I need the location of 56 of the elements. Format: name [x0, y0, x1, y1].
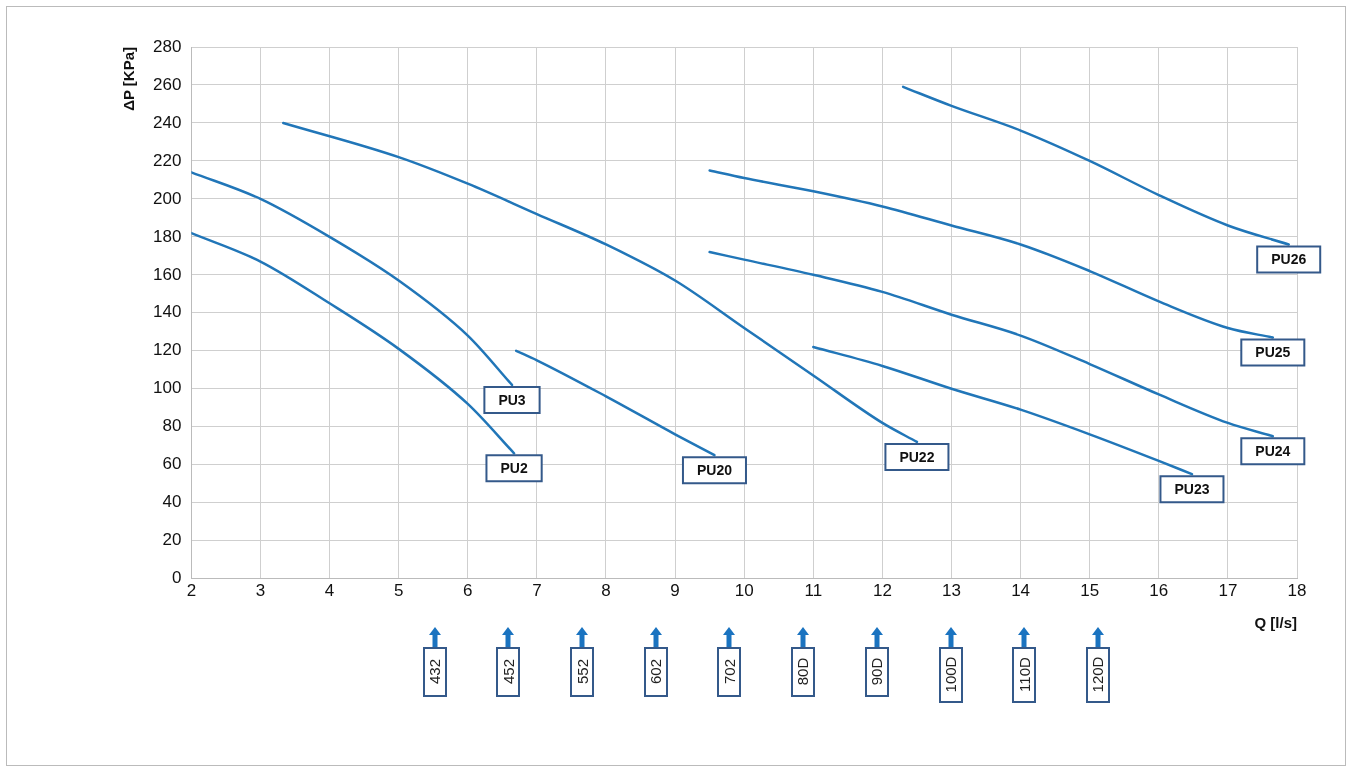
x-tick-label: 9	[670, 581, 680, 601]
series-label: PU20	[696, 462, 733, 479]
series-label: PU22	[899, 448, 935, 465]
y-tick-label: 260	[152, 74, 182, 94]
x-axis-title: Q [l/s]	[1254, 614, 1297, 632]
y-tick-label: 240	[152, 112, 182, 132]
series-label: PU2	[500, 460, 528, 477]
x-tick-label: 4	[324, 581, 335, 601]
line-series	[282, 121, 919, 444]
text: 110D	[1015, 657, 1033, 692]
series-label: PU23	[1174, 481, 1210, 498]
text: 80D	[794, 657, 812, 686]
y-tick-label: 60	[162, 454, 182, 474]
text: 452	[499, 659, 517, 685]
y-tick-label: 200	[152, 188, 182, 208]
x-tick-label: 17	[1218, 581, 1238, 601]
text: 120D	[1089, 656, 1107, 693]
y-axis-title: ΔP [KPa]	[120, 47, 138, 111]
x-tick-label: 10	[734, 581, 754, 601]
x-tick-label: 3	[255, 581, 266, 601]
y-tick-label: 280	[152, 36, 182, 56]
x-tick-label: 16	[1149, 581, 1169, 601]
x-tick-label: 7	[532, 581, 542, 601]
y-tick-label: 160	[152, 264, 182, 284]
text: 552	[573, 659, 591, 685]
text: 100D	[942, 656, 960, 693]
y-tick-label: 220	[152, 150, 182, 170]
x-tick-label: 18	[1287, 581, 1307, 601]
x-tick-label: 12	[872, 581, 892, 601]
text: 432	[426, 659, 444, 685]
y-tick-label: 40	[162, 492, 182, 512]
x-tick-label: 11	[804, 581, 823, 601]
y-tick-label: 120	[152, 340, 182, 360]
x-tick-label: 14	[1011, 581, 1031, 601]
text: 90D	[868, 657, 886, 686]
series-label: PU25	[1255, 344, 1291, 361]
text: 702	[720, 659, 738, 685]
line-series	[901, 85, 1290, 246]
text: 602	[647, 659, 665, 685]
y-tick-label: 100	[152, 378, 182, 398]
line-series	[191, 171, 514, 387]
series-label: PU24	[1255, 443, 1291, 460]
series-label: PU26	[1271, 251, 1307, 268]
x-tick-label: 15	[1080, 581, 1100, 601]
y-tick-label: 140	[152, 302, 182, 322]
x-tick-label: 8	[601, 581, 611, 601]
y-tick-label: 0	[171, 568, 182, 588]
series-label: PU3	[498, 391, 526, 408]
x-tick-label: 5	[393, 581, 404, 601]
y-tick-label: 20	[162, 530, 182, 550]
x-tick-label: 13	[942, 581, 961, 601]
y-tick-label: 80	[162, 416, 182, 436]
line-series	[812, 345, 1194, 476]
x-tick-label: 6	[463, 581, 473, 601]
y-tick-label: 180	[152, 226, 182, 246]
x-tick-label: 2	[186, 581, 197, 601]
